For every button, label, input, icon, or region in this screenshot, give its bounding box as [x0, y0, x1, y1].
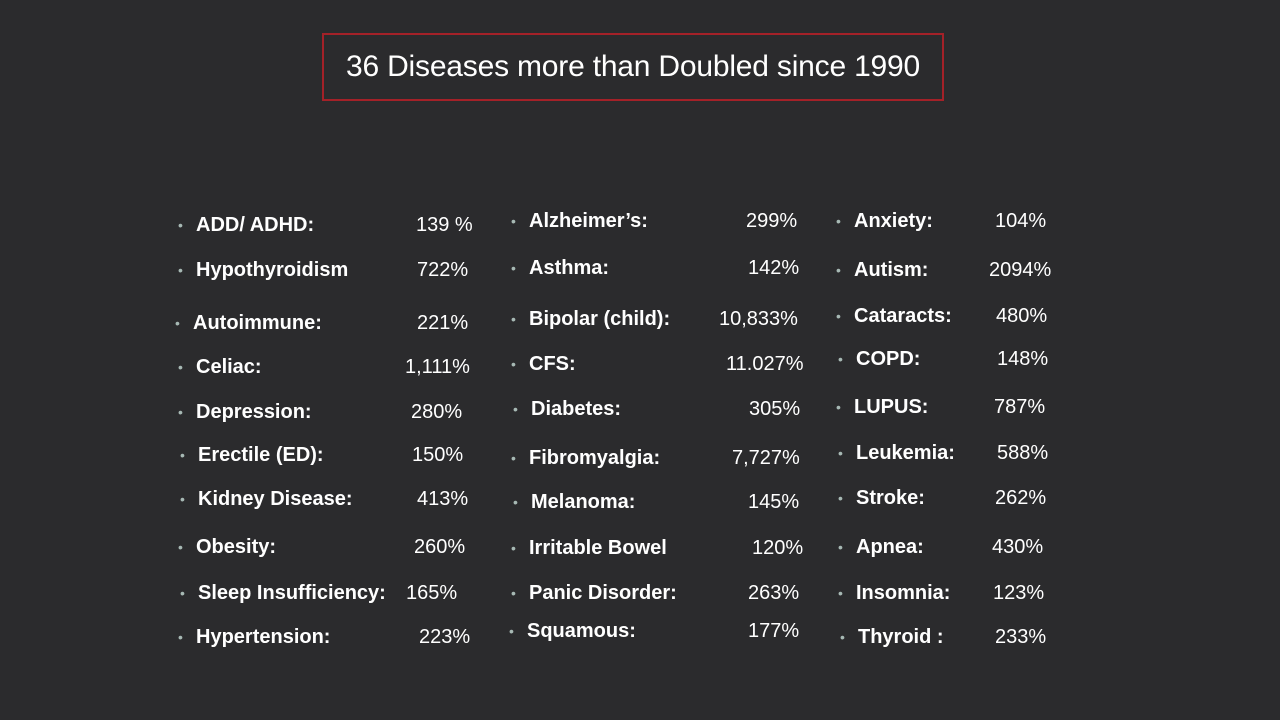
- disease-name: Obesity:: [196, 536, 277, 558]
- disease-increase-value: 10,833%: [719, 308, 798, 330]
- bullet-icon: •: [175, 315, 180, 331]
- disease-name: Apnea:: [856, 536, 924, 558]
- disease-name: Panic Disorder:: [529, 582, 677, 604]
- bullet-icon: •: [180, 491, 185, 507]
- bullet-icon: •: [838, 539, 843, 555]
- disease-name: LUPUS:: [854, 396, 929, 418]
- bullet-icon: •: [178, 404, 183, 420]
- disease-name: Irritable Bowel: [529, 537, 667, 559]
- disease-increase-value: 260%: [414, 536, 466, 558]
- bullet-icon: •: [838, 585, 843, 601]
- bullet-icon: •: [511, 311, 516, 327]
- disease-increase-value: 1,111%: [405, 356, 470, 378]
- disease-name: COPD:: [856, 348, 921, 370]
- disease-name: Sleep Insufficiency:: [198, 582, 386, 604]
- disease-name: Squamous:: [527, 620, 636, 642]
- disease-name: Hypertension:: [196, 626, 331, 648]
- disease-name: Depression:: [196, 401, 312, 423]
- disease-increase-value: 120%: [752, 537, 804, 559]
- disease-increase-value: 7,727%: [732, 447, 800, 469]
- bullet-icon: •: [178, 539, 183, 555]
- disease-name: Leukemia:: [856, 442, 955, 464]
- title-box: 36 Diseases more than Doubled since 1990: [322, 33, 944, 101]
- disease-increase-value: 480%: [996, 305, 1048, 327]
- bullet-icon: •: [509, 623, 514, 639]
- disease-name: ADD/ ADHD:: [196, 214, 315, 236]
- disease-increase-value: 722%: [417, 259, 469, 281]
- bullet-icon: •: [178, 217, 183, 233]
- bullet-icon: •: [178, 629, 183, 645]
- disease-increase-value: 305%: [749, 398, 801, 420]
- disease-increase-value: 223%: [419, 626, 471, 648]
- disease-increase-value: 280%: [411, 401, 463, 423]
- disease-name: Celiac:: [196, 356, 262, 378]
- disease-name: Kidney Disease:: [198, 488, 353, 510]
- disease-increase-value: 139 %: [416, 214, 473, 236]
- bullet-icon: •: [180, 585, 185, 601]
- disease-name: Asthma:: [529, 257, 610, 279]
- disease-increase-value: 430%: [992, 536, 1044, 558]
- bullet-icon: •: [511, 540, 516, 556]
- disease-increase-value: 145%: [748, 491, 800, 513]
- disease-name: Anxiety:: [854, 210, 933, 232]
- disease-increase-value: 262%: [995, 487, 1047, 509]
- bullet-icon: •: [511, 585, 516, 601]
- disease-increase-value: 787%: [994, 396, 1046, 418]
- disease-name: Hypothyroidism: [196, 259, 349, 281]
- bullet-icon: •: [836, 399, 841, 415]
- bullet-icon: •: [178, 359, 183, 375]
- bullet-icon: •: [511, 450, 516, 466]
- disease-increase-value: 165%: [406, 582, 458, 604]
- slide-title: 36 Diseases more than Doubled since 1990: [345, 50, 921, 83]
- bullet-icon: •: [838, 490, 843, 506]
- disease-name: Insomnia:: [856, 582, 951, 604]
- bullet-icon: •: [836, 213, 841, 229]
- bullet-icon: •: [840, 629, 845, 645]
- bullet-icon: •: [838, 351, 843, 367]
- disease-name: Fibromyalgia:: [529, 447, 661, 469]
- disease-name: Thyroid :: [858, 626, 944, 648]
- disease-name: Diabetes:: [531, 398, 622, 420]
- bullet-icon: •: [513, 494, 518, 510]
- bullet-icon: •: [511, 356, 516, 372]
- disease-increase-value: 150%: [412, 444, 464, 466]
- disease-increase-value: 233%: [995, 626, 1047, 648]
- disease-name: CFS:: [529, 353, 576, 375]
- bullet-icon: •: [513, 401, 518, 417]
- bullet-icon: •: [178, 262, 183, 278]
- disease-increase-value: 263%: [748, 582, 800, 604]
- bullet-icon: •: [511, 260, 516, 276]
- disease-name: Alzheimer’s:: [529, 210, 648, 232]
- bullet-icon: •: [838, 445, 843, 461]
- disease-name: Autism:: [854, 259, 929, 281]
- bullet-icon: •: [836, 308, 841, 324]
- disease-name: Bipolar (child):: [529, 308, 671, 330]
- bullet-icon: •: [511, 213, 516, 229]
- disease-name: Melanoma:: [531, 491, 636, 513]
- disease-increase-value: 177%: [748, 620, 800, 642]
- bullet-icon: •: [836, 262, 841, 278]
- disease-increase-value: 104%: [995, 210, 1047, 232]
- disease-name: Stroke:: [856, 487, 925, 509]
- disease-increase-value: 11.027%: [726, 353, 804, 375]
- disease-increase-value: 221%: [417, 312, 469, 334]
- disease-increase-value: 299%: [746, 210, 798, 232]
- disease-name: Cataracts:: [854, 305, 952, 327]
- disease-increase-value: 2094%: [989, 259, 1052, 281]
- disease-increase-value: 413%: [417, 488, 469, 510]
- disease-increase-value: 123%: [993, 582, 1045, 604]
- disease-increase-value: 148%: [997, 348, 1049, 370]
- disease-name: Autoimmune:: [193, 312, 322, 334]
- disease-name: Erectile (ED):: [198, 444, 324, 466]
- disease-increase-value: 142%: [748, 257, 800, 279]
- disease-increase-value: 588%: [997, 442, 1049, 464]
- bullet-icon: •: [180, 447, 185, 463]
